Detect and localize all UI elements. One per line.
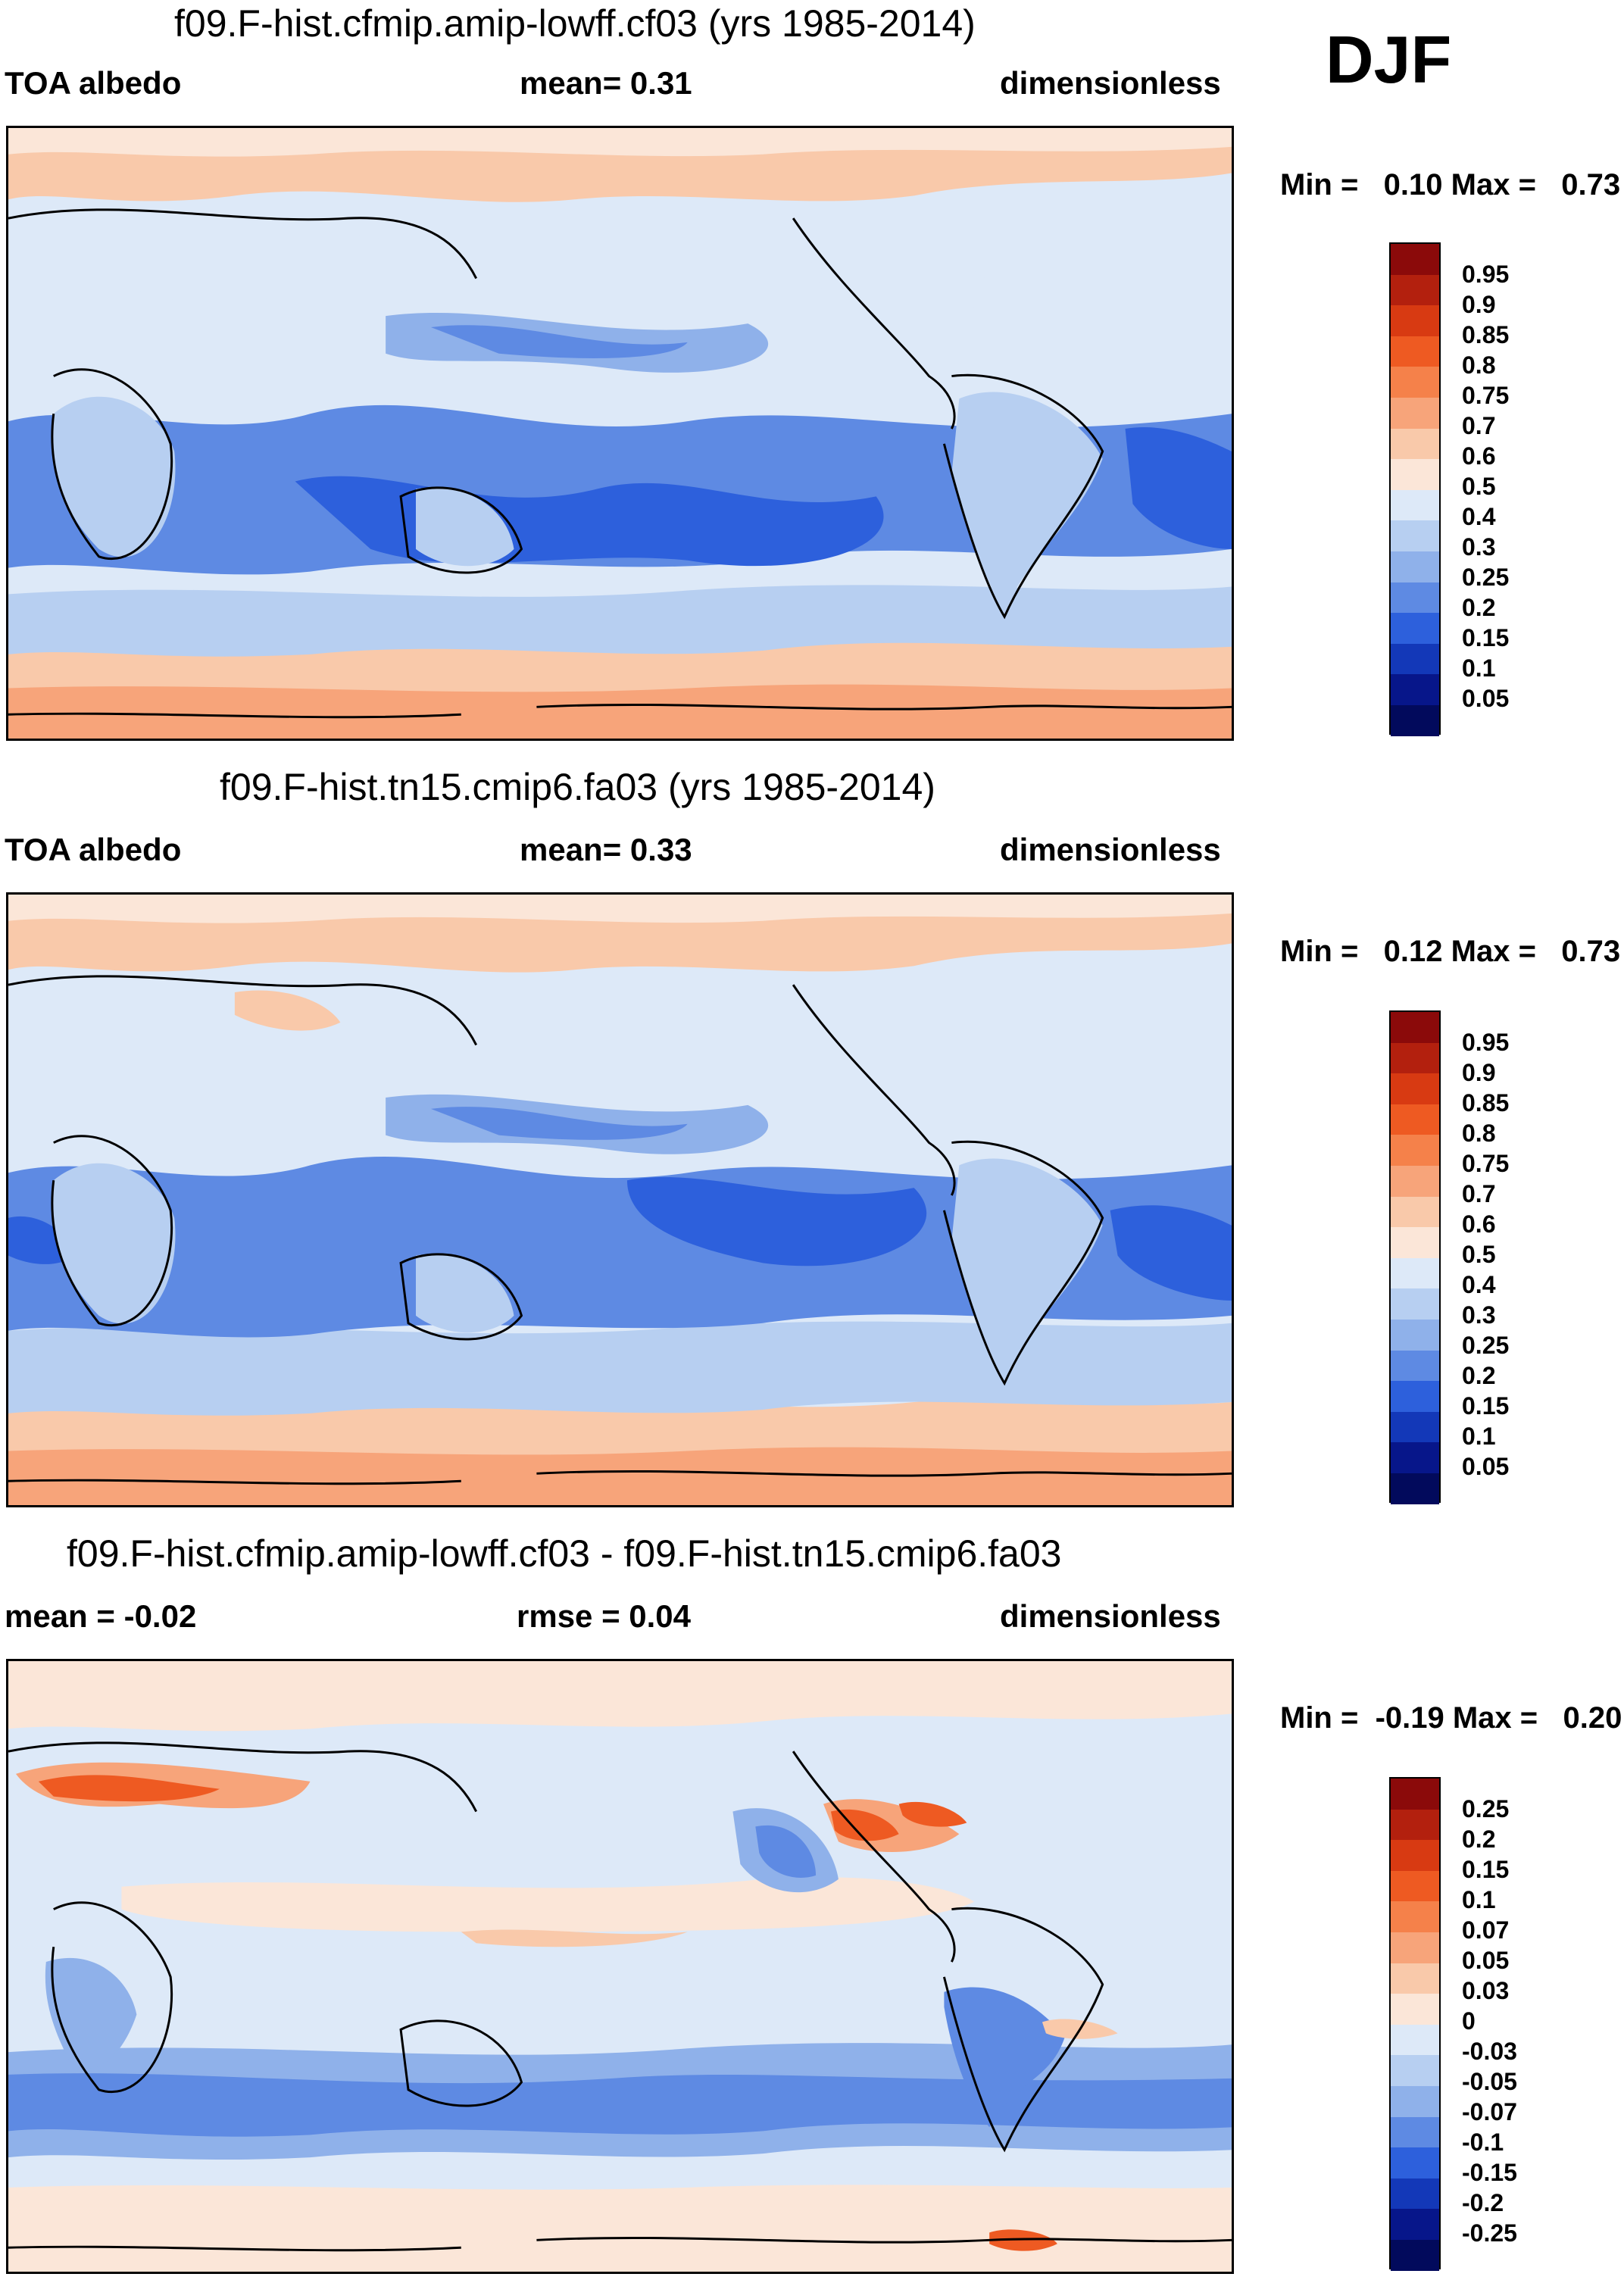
panel-2-tick: 0.25 — [1462, 1332, 1510, 1359]
panel-2-tick: 0.85 — [1462, 1089, 1510, 1117]
panel-3-title: f09.F-hist.cfmip.amip-lowff.cf03 - f09.F… — [67, 1532, 1062, 1575]
panel-2-tick: 0.1 — [1462, 1423, 1496, 1450]
panel-1-tick: 0.25 — [1462, 564, 1510, 591]
panel-2-left-label: TOA albedo — [5, 832, 182, 867]
panel-3-mean: mean = -0.02 — [5, 1598, 197, 1634]
panel-2-tick: 0.6 — [1462, 1210, 1496, 1238]
panel-3-tick: 0.15 — [1462, 1856, 1510, 1883]
panel-1-tick: 0.05 — [1462, 685, 1510, 712]
panel-2-tick: 0.8 — [1462, 1120, 1496, 1147]
panel-2-map — [6, 892, 1234, 1507]
panel-1-tick: 0.9 — [1462, 291, 1496, 318]
panel-2-tick: 0.5 — [1462, 1241, 1496, 1268]
panel-3-tick: 0.05 — [1462, 1947, 1510, 1974]
panel-2-tick: 0.4 — [1462, 1271, 1496, 1298]
panel-1-tick: 0.5 — [1462, 473, 1496, 500]
panel-1-contour-field — [8, 128, 1232, 739]
panel-1-tick: 0.8 — [1462, 351, 1496, 379]
panel-2-tick: 0.2 — [1462, 1362, 1496, 1389]
panel-2-units: dimensionless — [1000, 832, 1221, 867]
season-label: DJF — [1326, 22, 1452, 97]
panel-2-title: f09.F-hist.tn15.cmip6.fa03 (yrs 1985-201… — [220, 766, 935, 808]
panel-3-tick: -0.07 — [1462, 2098, 1517, 2125]
panel-3-map — [6, 1659, 1234, 2274]
panel-1-tick: 0.2 — [1462, 594, 1496, 621]
panel-3-tick: -0.2 — [1462, 2189, 1504, 2216]
panel-3-tick: -0.25 — [1462, 2219, 1517, 2247]
panel-3-tick: -0.15 — [1462, 2159, 1517, 2186]
panel-3-minmax: Min = -0.19 Max = 0.20 — [1280, 1701, 1622, 1735]
panel-1-colorbar — [1389, 242, 1441, 736]
panel-2-mean: mean= 0.33 — [520, 832, 692, 867]
panel-1-minmax: Min = 0.10 Max = 0.73 — [1280, 168, 1621, 201]
panel-3-tick: 0.25 — [1462, 1795, 1510, 1822]
panel-3-tick: -0.03 — [1462, 2038, 1517, 2065]
panel-3-tick: 0.07 — [1462, 1916, 1510, 1944]
panel-2-tick: 0.7 — [1462, 1180, 1496, 1207]
panel-3-colorbar — [1389, 1777, 1441, 2271]
panel-3-rmse: rmse = 0.04 — [517, 1598, 692, 1634]
panel-3-tick: 0.03 — [1462, 1977, 1510, 2004]
panel-1-tick: 0.6 — [1462, 442, 1496, 470]
panel-3-units: dimensionless — [1000, 1598, 1221, 1634]
panel-3-contour-field — [8, 1661, 1232, 2272]
panel-1-tick: 0.7 — [1462, 412, 1496, 439]
panel-2-tick: 0.95 — [1462, 1029, 1510, 1056]
panel-1-tick: 0.85 — [1462, 321, 1510, 348]
panel-2-tick: 0.75 — [1462, 1150, 1510, 1177]
panel-1-map — [6, 126, 1234, 741]
panel-2-tick: 0.3 — [1462, 1301, 1496, 1329]
panel-3-tick: 0.2 — [1462, 1826, 1496, 1853]
panel-3-tick: 0.1 — [1462, 1886, 1496, 1913]
panel-1-mean: mean= 0.31 — [520, 65, 692, 101]
panel-3-tick: -0.1 — [1462, 2129, 1504, 2156]
panel-1-left-label: TOA albedo — [5, 65, 182, 101]
panel-2-contour-field — [8, 895, 1232, 1505]
panel-1-tick: 0.1 — [1462, 654, 1496, 682]
panel-2-tick: 0.05 — [1462, 1453, 1510, 1480]
panel-2-tick: 0.9 — [1462, 1059, 1496, 1086]
panel-1-tick: 0.4 — [1462, 503, 1496, 530]
panel-2-minmax: Min = 0.12 Max = 0.73 — [1280, 935, 1621, 968]
panel-1-tick: 0.3 — [1462, 533, 1496, 561]
panel-1-title: f09.F-hist.cfmip.amip-lowff.cf03 (yrs 19… — [174, 2, 976, 45]
panel-1-tick: 0.95 — [1462, 261, 1510, 288]
panel-2-colorbar — [1389, 1010, 1441, 1504]
panel-1-tick: 0.15 — [1462, 624, 1510, 651]
panel-1-units: dimensionless — [1000, 65, 1221, 101]
panel-1-tick: 0.75 — [1462, 382, 1510, 409]
panel-3-tick: -0.05 — [1462, 2068, 1517, 2095]
panel-3-tick: 0 — [1462, 2007, 1476, 2035]
panel-2-tick: 0.15 — [1462, 1392, 1510, 1420]
